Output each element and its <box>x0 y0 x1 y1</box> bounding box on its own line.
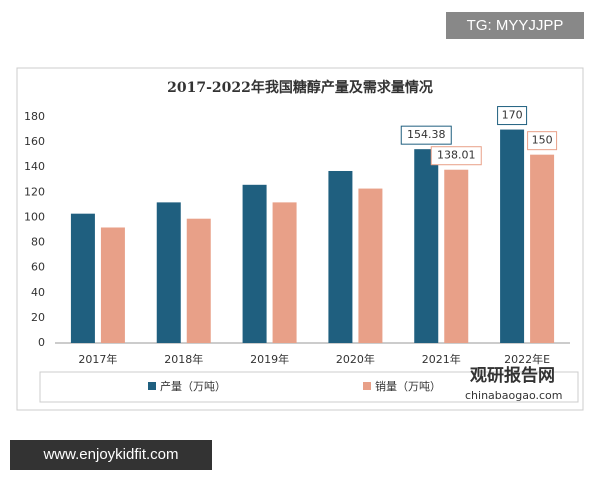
y-tick-label: 100 <box>24 210 45 223</box>
logo-url: chinabaogao.com <box>465 389 563 402</box>
data-label: 170 <box>502 109 523 122</box>
y-tick-label: 0 <box>38 336 45 349</box>
bar <box>530 154 555 343</box>
data-label-box <box>497 106 528 126</box>
bar <box>500 129 525 343</box>
y-tick-label: 180 <box>24 110 45 123</box>
data-label-box <box>527 131 558 151</box>
x-tick-label: 2020年 <box>336 352 375 366</box>
bar <box>272 202 297 343</box>
legend-label: 销量（万吨） <box>375 379 441 393</box>
data-label-box <box>430 146 482 166</box>
x-tick-label: 2018年 <box>164 352 203 366</box>
data-label: 150 <box>532 134 553 147</box>
y-tick-label: 160 <box>24 135 45 148</box>
bar <box>444 169 469 343</box>
data-label: 138.01 <box>437 149 476 162</box>
bar <box>186 218 211 343</box>
y-tick-label: 40 <box>31 286 45 299</box>
bar <box>328 170 353 343</box>
y-tick-label: 20 <box>31 311 45 324</box>
legend-swatch <box>363 382 371 390</box>
watermark: TG: MYYJJPP <box>446 12 584 39</box>
bar <box>156 202 181 343</box>
bar <box>100 227 125 343</box>
y-tick-label: 80 <box>31 236 45 249</box>
bar <box>70 213 95 343</box>
x-tick-label: 2021年 <box>422 352 461 366</box>
x-tick-label: 2017年 <box>78 352 117 366</box>
footer-link: www.enjoykidfit.com <box>10 440 212 470</box>
bar <box>242 184 267 343</box>
bar <box>414 149 439 343</box>
y-tick-label: 60 <box>31 261 45 274</box>
chart: 2017-2022年我国糖醇产量及需求量情况 观研报告网 chinabaogao… <box>16 67 584 411</box>
bar <box>358 188 383 343</box>
x-tick-label: 2022年E <box>504 352 550 366</box>
x-tick-label: 2019年 <box>250 352 289 366</box>
y-tick-label: 120 <box>24 185 45 198</box>
legend-frame <box>39 371 579 403</box>
logo-name: 观研报告网 <box>469 365 555 386</box>
data-label: 154.38 <box>407 128 446 141</box>
chart-title: 2017-2022年我国糖醇产量及需求量情况 <box>167 79 433 96</box>
legend-label: 产量（万吨） <box>160 379 226 393</box>
y-tick-label: 140 <box>24 160 45 173</box>
data-label-box <box>400 125 452 145</box>
legend-swatch <box>148 382 156 390</box>
